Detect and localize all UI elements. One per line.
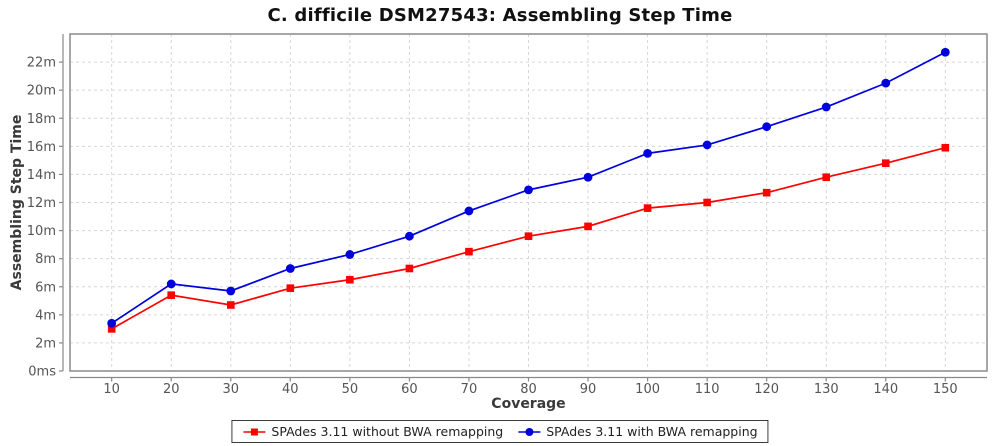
legend-label-without-bwa: SPAdes 3.11 without BWA remapping xyxy=(271,424,504,439)
y-tick-label: 12m xyxy=(27,196,56,211)
blue-circle-marker-icon xyxy=(518,427,541,436)
data-point-marker xyxy=(465,247,473,256)
chart-title: C. difficile DSM27543: Assembling Step T… xyxy=(267,5,733,26)
data-point-marker xyxy=(345,250,355,259)
x-axis: 10 20 30 40 50 60 70 80 90 100 110 120 130 140 150 xyxy=(70,376,987,397)
x-tick-label: 150 xyxy=(933,382,958,397)
legend-label-with-bwa: SPAdes 3.11 with BWA remapping xyxy=(546,424,758,439)
x-tick-label: 90 xyxy=(580,382,597,397)
data-point-marker xyxy=(524,185,533,195)
x-tick-label: 10 xyxy=(103,382,120,397)
x-tick-label: 60 xyxy=(401,382,418,397)
x-tick-label: 30 xyxy=(222,382,239,397)
red-square-marker-icon xyxy=(243,428,266,435)
x-tick-label: 20 xyxy=(163,382,180,397)
y-tick-label: 18m xyxy=(27,112,56,127)
data-point-marker xyxy=(226,286,236,296)
x-tick-label: 70 xyxy=(461,382,478,397)
x-tick-label: 110 xyxy=(695,382,720,397)
y-tick-label: 20m xyxy=(27,84,56,99)
data-point-marker xyxy=(107,318,117,328)
x-tick-label: 80 xyxy=(520,382,537,397)
data-point-marker xyxy=(762,188,771,197)
plot-frame xyxy=(69,33,988,372)
data-point-marker xyxy=(167,291,176,299)
data-point-marker xyxy=(643,204,652,212)
y-tick-label: 22m xyxy=(27,56,56,71)
x-tick-label: 50 xyxy=(342,382,359,397)
x-tick-label: 140 xyxy=(873,382,898,397)
data-point-marker xyxy=(881,159,890,167)
data-point-marker xyxy=(821,102,831,112)
y-tick-label: 10m xyxy=(27,224,56,239)
y-tick-label: 6m xyxy=(35,280,56,295)
data-point-marker xyxy=(584,222,592,231)
y-tick-label: 8m xyxy=(35,252,56,267)
data-point-marker xyxy=(405,231,414,241)
data-point-marker xyxy=(166,279,176,289)
legend-item-without-bwa: SPAdes 3.11 without BWA remapping xyxy=(242,424,503,439)
data-point-marker xyxy=(583,172,593,182)
x-tick-label: 40 xyxy=(282,382,299,397)
data-point-marker xyxy=(881,78,891,88)
data-point-marker xyxy=(285,264,295,273)
y-tick-label: 16m xyxy=(27,140,56,155)
y-tick-label: 4m xyxy=(35,308,56,323)
data-point-marker xyxy=(107,325,116,333)
y-tick-label: 0ms xyxy=(28,365,56,380)
data-point-marker xyxy=(524,232,533,240)
data-point-marker xyxy=(643,148,652,158)
y-axis-title: Assembling Step Time xyxy=(9,115,25,291)
y-axis: 0ms 2m 4m 6m 8m 10m 12m 14m 16m 18m 20m 22m xyxy=(27,34,64,380)
series-with-bwa xyxy=(107,47,950,328)
data-point-marker xyxy=(286,284,295,292)
data-point-marker xyxy=(226,301,235,309)
x-tick-label: 100 xyxy=(635,382,660,397)
data-point-marker xyxy=(822,173,831,182)
gridlines xyxy=(70,34,987,372)
x-tick-label: 130 xyxy=(814,382,839,397)
legend-item-with-bwa: SPAdes 3.11 with BWA remapping xyxy=(517,424,758,439)
x-axis-title: Coverage xyxy=(491,396,565,412)
y-tick-label: 2m xyxy=(35,336,56,351)
data-point-marker xyxy=(940,47,950,57)
x-tick-label: 120 xyxy=(754,382,779,397)
data-point-marker xyxy=(762,122,772,132)
legend: SPAdes 3.11 without BWA remapping SPAdes… xyxy=(231,420,769,443)
data-point-marker xyxy=(346,275,354,284)
data-point-marker xyxy=(703,198,711,207)
data-point-marker xyxy=(464,206,474,216)
data-point-marker xyxy=(941,143,950,152)
series-without-bwa xyxy=(107,143,950,333)
data-point-marker xyxy=(405,264,414,273)
y-tick-label: 14m xyxy=(27,168,56,183)
data-point-marker xyxy=(702,140,712,150)
